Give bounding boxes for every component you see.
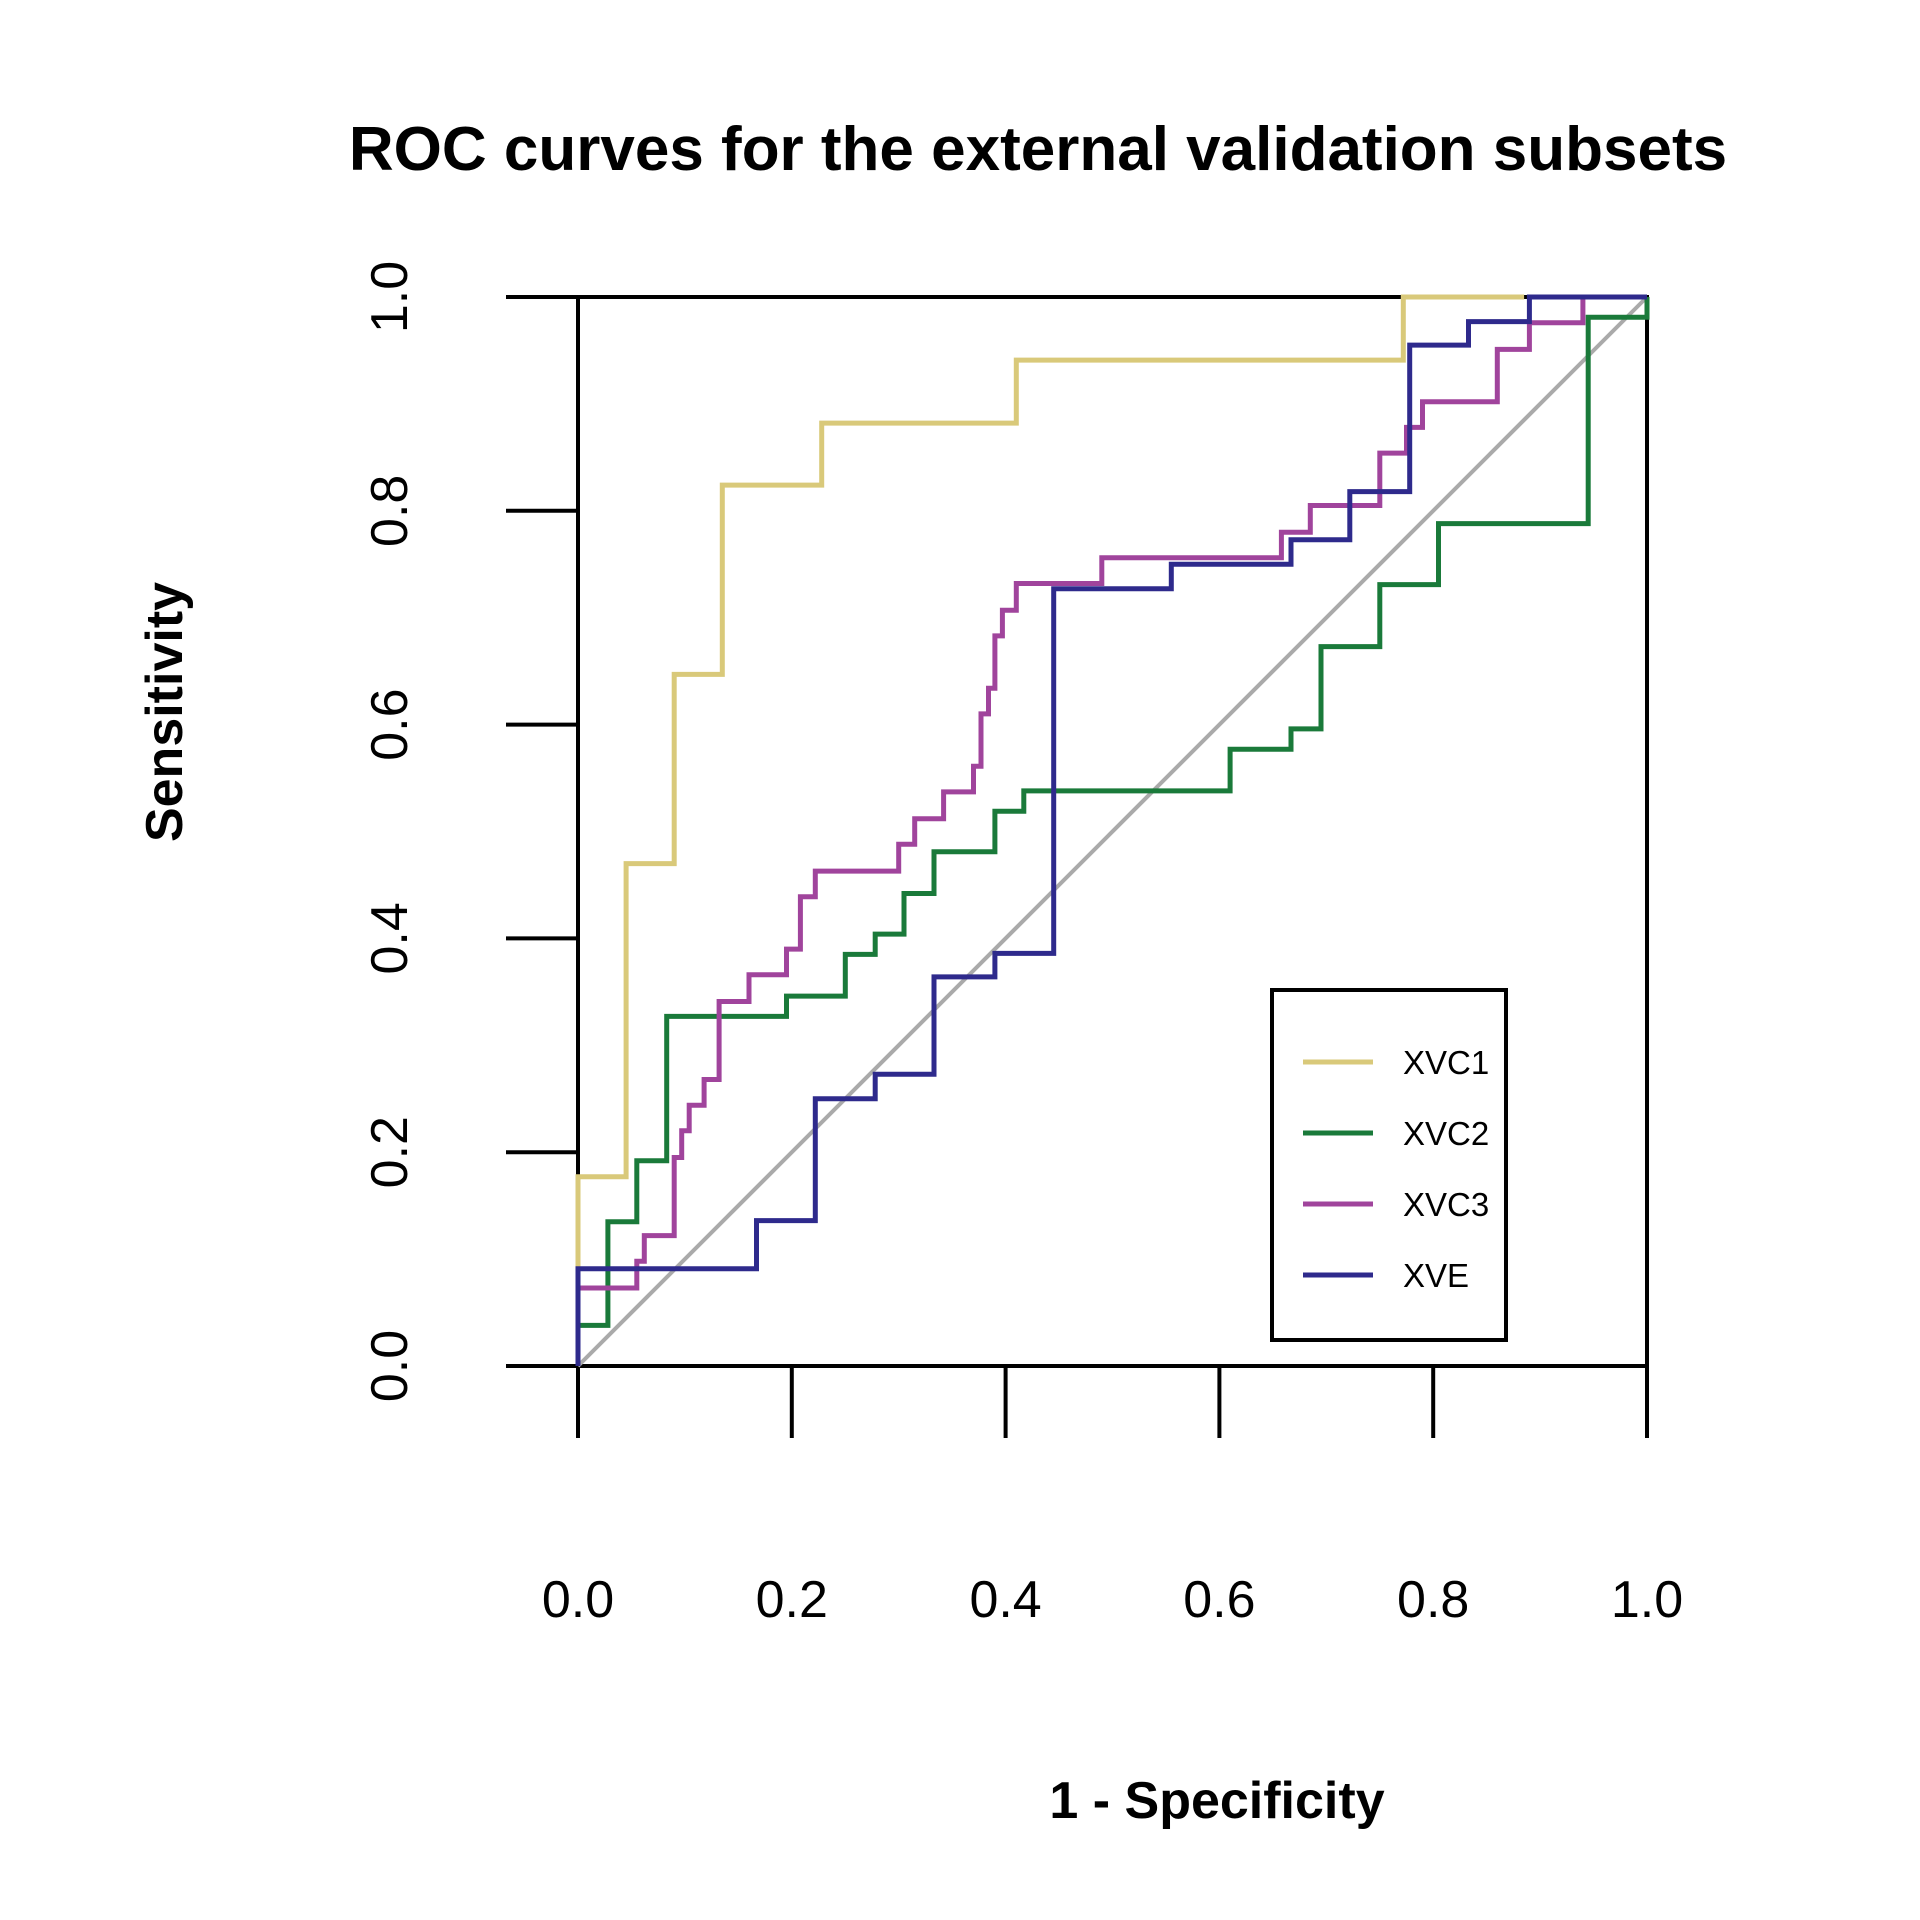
reference-diagonal [576,295,1649,1368]
series-line-xvc2 [575,297,1650,1366]
x-tick-label: 0.2 [756,1571,828,1629]
y-tick-label: 0.0 [361,1330,419,1402]
y-tick-label: 0.8 [361,475,419,547]
y-tick-label: 1.0 [361,261,419,333]
chart-title: ROC curves for the external validation s… [349,115,1727,184]
y-tick-label: 0.2 [361,1116,419,1188]
x-axis: 0.0 0.2 0.4 0.6 0.8 1.0 [542,1366,1683,1629]
legend-label-xve: XVE [1403,1257,1469,1294]
x-tick-label: 0.4 [969,1571,1041,1629]
x-axis-label: 1 - Specificity [1049,1772,1384,1830]
legend: XVC1 XVC2 XVC3 XVE [1270,988,1508,1342]
y-axis: 0.0 0.2 0.4 0.6 0.8 1.0 [361,261,578,1402]
legend-label-xvc3: XVC3 [1403,1186,1489,1223]
x-tick-label: 0.6 [1183,1571,1255,1629]
x-tick-label: 0.8 [1397,1571,1469,1629]
roc-series-group [575,294,1650,1366]
plot-frame [576,295,1649,1368]
y-tick-label: 0.4 [361,902,419,974]
legend-label-xvc1: XVC1 [1403,1044,1489,1081]
legend-box [1270,988,1508,1342]
x-tick-label: 0.0 [542,1571,614,1629]
series-line-xve [575,294,1647,1366]
y-tick-label: 0.6 [361,688,419,760]
y-axis-label: Sensitivity [136,582,194,842]
series-line-xvc1 [575,294,1525,1270]
legend-label-xvc2: XVC2 [1403,1115,1489,1152]
series-line-xvc3 [578,294,1647,1291]
x-tick-label: 1.0 [1611,1571,1683,1629]
